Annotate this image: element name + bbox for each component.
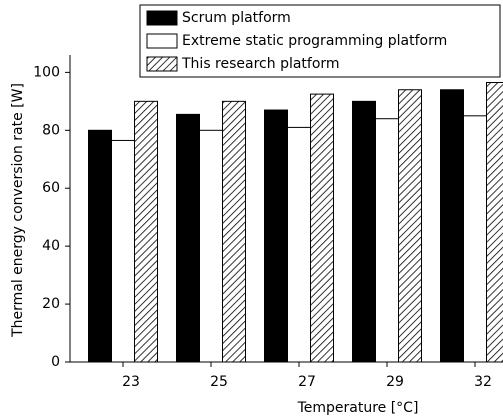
legend-swatch [146, 10, 178, 26]
bar [134, 100, 158, 363]
legend-box [139, 4, 501, 78]
y-tick-label: 40 [42, 238, 60, 254]
bar [199, 129, 223, 363]
y-tick-label: 20 [42, 296, 60, 312]
x-tick-label: 23 [122, 374, 140, 390]
bar [222, 100, 246, 363]
bar [398, 89, 422, 363]
y-tick-label: 60 [42, 180, 60, 196]
x-tick-label: 25 [210, 374, 228, 390]
legend-swatch [146, 56, 178, 72]
bar [264, 109, 288, 363]
legend-label: Extreme static programming platform [182, 33, 447, 49]
bar [176, 113, 200, 363]
x-tick-label: 27 [298, 374, 316, 390]
bar [352, 100, 376, 363]
bar [287, 126, 311, 363]
y-axis-label: Thermal energy conversion rate [W] [10, 83, 26, 338]
bar [463, 115, 487, 363]
y-tick-label: 80 [42, 122, 60, 138]
y-tick-label: 0 [51, 354, 60, 370]
bar [486, 82, 503, 363]
bar [310, 93, 334, 363]
x-tick-label: 29 [386, 374, 404, 390]
legend-label: Scrum platform [182, 10, 291, 26]
legend-swatch [146, 33, 178, 49]
bar [88, 129, 112, 363]
bar [440, 89, 464, 363]
x-axis-label: Temperature [°C] [297, 400, 419, 416]
legend-label: This research platform [181, 56, 340, 72]
y-tick-label: 100 [33, 64, 60, 80]
bar [375, 118, 399, 363]
bar [111, 139, 135, 363]
x-tick-label: 32 [474, 374, 492, 390]
